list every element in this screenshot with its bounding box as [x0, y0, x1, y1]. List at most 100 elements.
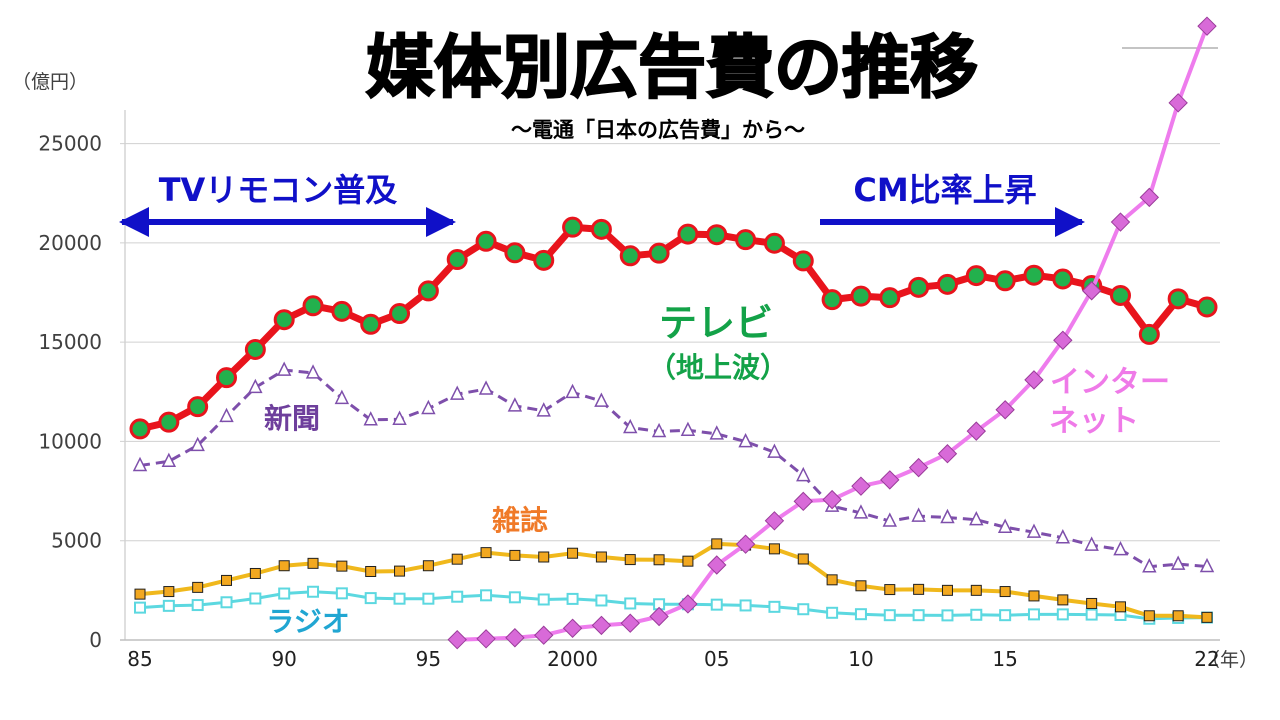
- magazine-point: [624, 554, 636, 566]
- internet-point: [476, 629, 496, 649]
- tv-point: [936, 273, 958, 295]
- magazine-point: [509, 549, 521, 561]
- newspaper-point: [219, 407, 234, 423]
- radio-point: [393, 592, 406, 605]
- radio-point: [1027, 608, 1040, 621]
- internet-point: [966, 421, 987, 441]
- y-tick-label: 20000: [38, 231, 102, 255]
- tv-point: [1138, 323, 1160, 345]
- radio-point: [508, 591, 521, 604]
- x-tick-label: 15: [992, 647, 1017, 671]
- magazine-point: [711, 538, 723, 550]
- series-layer: [129, 16, 1218, 650]
- magazine-point: [1201, 611, 1213, 623]
- magazine-point: [595, 551, 607, 563]
- x-tick-label: 22: [1194, 647, 1219, 671]
- radio-point: [595, 594, 608, 607]
- radio-point: [537, 593, 550, 606]
- newspaper-point: [565, 383, 580, 399]
- magazine-point: [365, 565, 377, 577]
- magazine-point: [884, 584, 896, 596]
- radio-point: [883, 609, 896, 622]
- magazine-point: [1143, 610, 1155, 622]
- tv-series: [129, 216, 1218, 440]
- tv-point: [821, 289, 843, 311]
- magazine-point: [307, 557, 319, 569]
- radio-point: [566, 592, 579, 605]
- internet-point: [851, 476, 871, 496]
- magazine-point: [682, 555, 694, 567]
- internet-point: [735, 534, 756, 554]
- magazine-series-label: 雑誌: [491, 504, 548, 537]
- tv-point: [735, 229, 757, 251]
- x-tick-label: 2000: [547, 647, 598, 671]
- newspaper-point: [276, 361, 292, 376]
- internet-point: [707, 555, 727, 575]
- tv-point: [244, 338, 266, 360]
- internet-point: [591, 615, 612, 636]
- magazine-point: [999, 586, 1011, 598]
- tv-point: [187, 396, 209, 418]
- x-tick-label: 10: [848, 647, 873, 671]
- internet-point: [620, 613, 640, 633]
- radio-point: [826, 606, 839, 619]
- magazine-point: [192, 581, 204, 593]
- newspaper-point: [997, 518, 1013, 533]
- x-tick-label: 05: [704, 647, 729, 671]
- magazine-point: [1172, 610, 1184, 622]
- internet-point: [505, 628, 525, 648]
- newspaper-line: [139, 368, 1208, 569]
- y-tick-label: 10000: [38, 429, 102, 453]
- radio-point: [1056, 608, 1069, 621]
- x-axis-unit: （年）: [1201, 649, 1258, 671]
- newspaper-point: [1113, 540, 1128, 556]
- y-tick-label: 5000: [51, 529, 102, 553]
- radio-point: [220, 596, 233, 609]
- radio-point: [768, 600, 781, 613]
- tv-point: [475, 230, 497, 252]
- radio-point: [1085, 608, 1098, 621]
- magazine-point: [855, 580, 867, 592]
- magazine-point: [451, 553, 463, 565]
- tv-point: [446, 249, 468, 271]
- newspaper-point: [363, 411, 378, 426]
- tv-point: [994, 270, 1016, 292]
- internet-point: [1139, 187, 1160, 208]
- newspaper-point: [1084, 536, 1099, 551]
- tv-point: [389, 303, 411, 325]
- magazine-point: [970, 584, 982, 596]
- magazine-point: [797, 553, 809, 565]
- tv-point: [417, 280, 439, 302]
- radio-point: [364, 592, 377, 605]
- newspaper-point: [969, 510, 984, 526]
- tv-point: [533, 249, 555, 271]
- internet-point: [995, 400, 1015, 420]
- tv-series-sublabel: （地上波）: [648, 351, 788, 384]
- internet-point: [908, 457, 929, 478]
- magazine-point: [134, 588, 146, 600]
- tv-point: [879, 287, 901, 309]
- radio-point: [422, 592, 435, 605]
- newspaper-point: [911, 507, 926, 522]
- radio-point: [451, 590, 464, 603]
- radio-point: [162, 599, 175, 612]
- radio-point: [134, 601, 146, 614]
- radio-point: [999, 609, 1012, 622]
- tv-point: [1196, 296, 1218, 318]
- tv-point: [850, 285, 872, 307]
- radio-point: [912, 609, 925, 622]
- cm-ratio-annotation: CM比率上昇: [853, 171, 1036, 209]
- internet-point: [1081, 281, 1102, 301]
- tv-point: [763, 232, 785, 254]
- radio-point: [941, 609, 954, 622]
- tv-point: [504, 242, 526, 264]
- tv-point: [216, 367, 238, 389]
- tv-point: [792, 250, 814, 272]
- magazine-point: [567, 547, 579, 559]
- newspaper-point: [651, 422, 667, 438]
- newspaper-point: [1055, 529, 1071, 544]
- radio-point: [335, 587, 348, 600]
- magazine-point: [163, 586, 175, 598]
- internet-point: [649, 606, 669, 627]
- newspaper-point: [680, 421, 696, 437]
